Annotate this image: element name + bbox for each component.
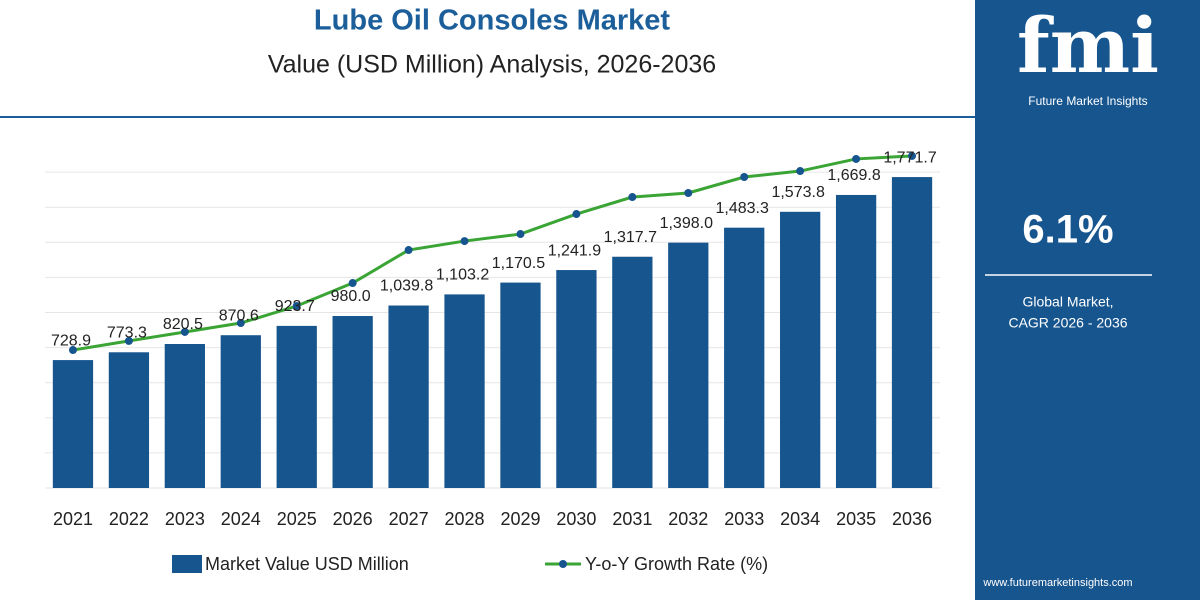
x-tick-label: 2023 bbox=[165, 509, 205, 529]
legend-swatch bbox=[559, 560, 567, 568]
bar bbox=[52, 360, 94, 488]
x-tick-label: 2021 bbox=[53, 509, 93, 529]
x-tick-label: 2028 bbox=[445, 509, 485, 529]
x-tick-label: 2025 bbox=[277, 509, 317, 529]
bar bbox=[556, 270, 597, 488]
data-label: 923.7 bbox=[275, 298, 315, 315]
line-marker bbox=[852, 154, 861, 163]
bar bbox=[276, 325, 317, 488]
data-label: 820.5 bbox=[163, 316, 203, 333]
data-label: 1,170.5 bbox=[492, 255, 545, 272]
cagr-value: 6.1% bbox=[1022, 208, 1113, 252]
data-label: 1,669.8 bbox=[827, 167, 880, 184]
side-panel bbox=[975, 0, 1200, 600]
line-marker bbox=[68, 346, 77, 355]
line-marker bbox=[908, 151, 917, 160]
bar bbox=[835, 194, 877, 488]
x-tick-label: 2034 bbox=[780, 509, 820, 529]
data-label: 870.6 bbox=[219, 307, 259, 324]
x-tick-label: 2022 bbox=[109, 509, 149, 529]
x-tick-label: 2035 bbox=[836, 509, 876, 529]
bar bbox=[332, 316, 373, 488]
line-marker bbox=[404, 246, 413, 255]
bar bbox=[500, 282, 541, 488]
line-marker bbox=[460, 237, 469, 246]
line-marker bbox=[628, 193, 637, 202]
legend-swatch bbox=[172, 555, 202, 573]
data-label: 1,241.9 bbox=[548, 242, 601, 259]
x-tick-label: 2026 bbox=[333, 509, 373, 529]
line-marker bbox=[796, 167, 805, 176]
logo: fmi bbox=[1017, 1, 1159, 90]
bar bbox=[388, 305, 429, 488]
x-tick-label: 2030 bbox=[556, 509, 596, 529]
bar bbox=[891, 177, 933, 488]
data-label: 1,483.3 bbox=[716, 200, 769, 217]
line-marker bbox=[180, 327, 189, 336]
cagr-caption: CAGR 2026 - 2036 bbox=[1008, 315, 1127, 331]
line-marker bbox=[740, 173, 749, 182]
bar bbox=[164, 344, 205, 488]
line-marker bbox=[236, 319, 245, 328]
bar bbox=[220, 335, 261, 488]
bar bbox=[444, 294, 485, 488]
data-label: 1,039.8 bbox=[380, 278, 433, 295]
line-marker bbox=[572, 210, 581, 219]
data-label: 1,317.7 bbox=[604, 229, 657, 246]
line-marker bbox=[292, 302, 301, 311]
data-label: 1,103.2 bbox=[436, 267, 489, 284]
bar bbox=[612, 256, 653, 488]
x-tick-label: 2032 bbox=[668, 509, 708, 529]
data-label: 773.3 bbox=[107, 325, 147, 342]
data-label: 1,398.0 bbox=[660, 215, 713, 232]
line-marker bbox=[516, 230, 525, 239]
data-label: 728.9 bbox=[51, 332, 91, 349]
bar bbox=[668, 242, 709, 488]
bar bbox=[724, 227, 765, 488]
cagr-caption: Global Market, bbox=[1022, 294, 1113, 310]
line-marker bbox=[684, 188, 693, 197]
line-marker bbox=[348, 279, 357, 288]
bar bbox=[780, 211, 821, 488]
brand-name: Future Market Insights bbox=[1028, 94, 1147, 108]
x-tick-label: 2027 bbox=[389, 509, 429, 529]
legend-label: Market Value USD Million bbox=[205, 554, 409, 574]
x-tick-label: 2033 bbox=[724, 509, 764, 529]
chart-title: Lube Oil Consoles Market bbox=[314, 5, 670, 37]
x-tick-label: 2031 bbox=[612, 509, 652, 529]
line-marker bbox=[124, 336, 133, 345]
chart-subtitle: Value (USD Million) Analysis, 2026-2036 bbox=[268, 51, 716, 79]
x-tick-label: 2029 bbox=[500, 509, 540, 529]
legend-label: Y-o-Y Growth Rate (%) bbox=[585, 554, 768, 574]
data-label: 980.0 bbox=[331, 288, 371, 305]
line bbox=[72, 154, 913, 352]
x-tick-label: 2024 bbox=[221, 509, 261, 529]
bar bbox=[108, 352, 150, 488]
x-tick-label: 2036 bbox=[892, 509, 932, 529]
data-label: 1,771.7 bbox=[883, 149, 936, 166]
website: www.futuremarketinsights.com bbox=[982, 577, 1132, 589]
data-label: 1,573.8 bbox=[771, 184, 824, 201]
